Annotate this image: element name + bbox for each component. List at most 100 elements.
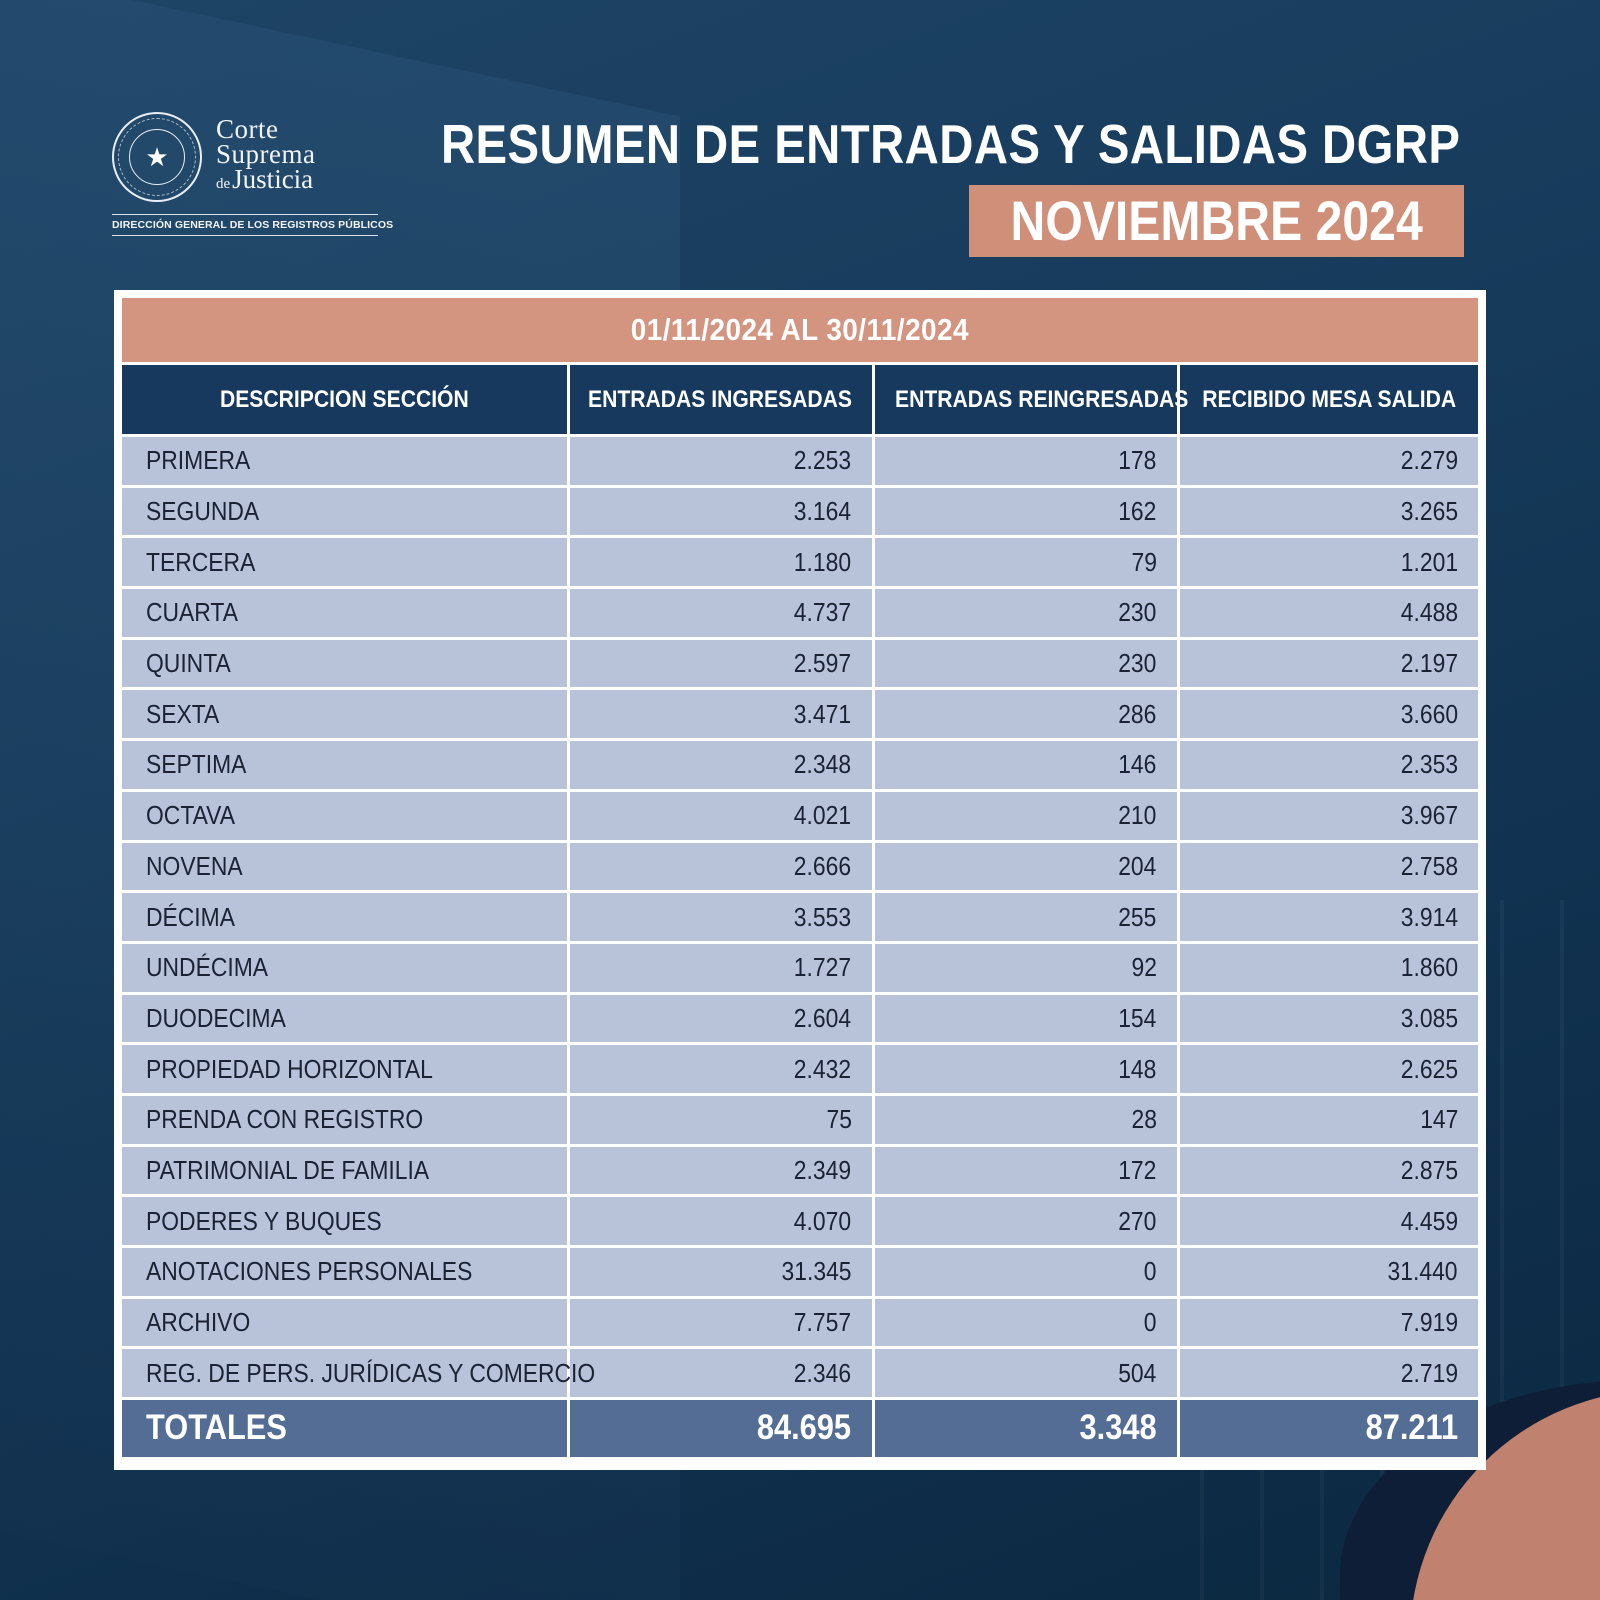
- table-header-row: DESCRIPCION SECCIÓN ENTRADAS INGRESADAS …: [122, 362, 1478, 436]
- cell-recibido-mesa-salida: 3.085: [1176, 991, 1478, 1044]
- cell-entradas-ingresadas: 2.349: [566, 1143, 873, 1196]
- cell-entradas-ingresadas: 2.432: [566, 1042, 873, 1095]
- month-badge: NOVIEMBRE 2024: [968, 185, 1464, 257]
- cell-entradas-ingresadas: 2.666: [566, 839, 873, 892]
- cell-entradas-ingresadas: 2.348: [566, 738, 873, 791]
- institution-logo: ★ Corte Suprema deJusticia DIRECCIÓN GEN…: [112, 112, 393, 236]
- cell-recibido-mesa-salida: 2.875: [1176, 1143, 1478, 1196]
- table-row: CUARTA 4.737 230 4.488: [122, 586, 1478, 639]
- cell-entradas-ingresadas: 7.757: [566, 1295, 873, 1348]
- cell-recibido-mesa-salida: 147: [1176, 1092, 1478, 1146]
- cell-entradas-reingresadas: 79: [871, 535, 1178, 588]
- cell-entradas-ingresadas: 3.553: [566, 890, 873, 943]
- cell-section-name: OCTAVA: [122, 788, 568, 841]
- cell-section-name: PRENDA CON REGISTRO: [122, 1092, 568, 1146]
- cell-entradas-ingresadas: 4.737: [566, 586, 873, 639]
- cell-entradas-reingresadas: 162: [871, 484, 1178, 537]
- table-row: QUINTA 2.597 230 2.197: [122, 636, 1478, 689]
- cell-entradas-reingresadas: 230: [871, 636, 1178, 689]
- cell-entradas-ingresadas: 4.070: [566, 1194, 873, 1247]
- cell-section-name: REG. DE PERS. JURÍDICAS Y COMERCIO: [122, 1346, 595, 1399]
- cell-entradas-ingresadas: 2.346: [566, 1346, 873, 1399]
- table-row: PATRIMONIAL DE FAMILIA 2.349 172 2.875: [122, 1143, 1478, 1196]
- table-row: SEXTA 3.471 286 3.660: [122, 687, 1478, 740]
- col-header-entradas-reingresadas: ENTRADAS REINGRESADAS: [871, 362, 1188, 436]
- table-row: ARCHIVO 7.757 0 7.919: [122, 1295, 1478, 1348]
- cell-section-name: PROPIEDAD HORIZONTAL: [122, 1042, 568, 1095]
- table-row: PRIMERA 2.253 178 2.279: [122, 434, 1478, 487]
- cell-entradas-ingresadas: 4.021: [566, 788, 873, 841]
- total-entradas-reingresadas: 3.348: [871, 1397, 1178, 1457]
- summary-table: DESCRIPCION SECCIÓN ENTRADAS INGRESADAS …: [122, 362, 1478, 1457]
- total-entradas-ingresadas: 84.695: [566, 1397, 873, 1457]
- cell-entradas-reingresadas: 0: [871, 1295, 1178, 1348]
- cell-entradas-ingresadas: 2.604: [566, 991, 873, 1044]
- cell-recibido-mesa-salida: 3.660: [1176, 687, 1478, 740]
- cell-entradas-reingresadas: 146: [871, 738, 1178, 791]
- cell-entradas-ingresadas: 2.597: [566, 636, 873, 689]
- cell-recibido-mesa-salida: 3.967: [1176, 788, 1478, 841]
- cell-entradas-reingresadas: 230: [871, 586, 1178, 639]
- cell-recibido-mesa-salida: 4.488: [1176, 586, 1478, 639]
- cell-entradas-reingresadas: 28: [871, 1092, 1178, 1146]
- table-row: PROPIEDAD HORIZONTAL 2.432 148 2.625: [122, 1042, 1478, 1095]
- cell-recibido-mesa-salida: 31.440: [1176, 1245, 1478, 1298]
- cell-section-name: UNDÉCIMA: [122, 940, 568, 994]
- table-row: DUODECIMA 2.604 154 3.085: [122, 991, 1478, 1044]
- logo-wordmark: Corte Suprema deJusticia: [216, 114, 316, 194]
- cell-recibido-mesa-salida: 4.459: [1176, 1194, 1478, 1247]
- table-row: UNDÉCIMA 1.727 92 1.860: [122, 940, 1478, 994]
- cell-entradas-ingresadas: 3.471: [566, 687, 873, 740]
- cell-section-name: SEGUNDA: [122, 484, 568, 537]
- cell-entradas-reingresadas: 210: [871, 788, 1178, 841]
- cell-entradas-reingresadas: 154: [871, 991, 1178, 1044]
- cell-recibido-mesa-salida: 1.860: [1176, 940, 1478, 994]
- col-header-recibido-mesa-salida: RECIBIDO MESA SALIDA: [1176, 362, 1478, 436]
- cell-entradas-ingresadas: 1.180: [566, 535, 873, 588]
- summary-table-card: 01/11/2024 AL 30/11/2024 DESCRIPCION SEC…: [114, 290, 1486, 1470]
- cell-entradas-reingresadas: 172: [871, 1143, 1178, 1196]
- cell-entradas-ingresadas: 75: [566, 1092, 873, 1146]
- col-header-entradas-ingresadas: ENTRADAS INGRESADAS: [566, 362, 873, 436]
- cell-entradas-reingresadas: 286: [871, 687, 1178, 740]
- cell-entradas-reingresadas: 270: [871, 1194, 1178, 1247]
- cell-section-name: SEPTIMA: [122, 738, 568, 791]
- table-row: SEPTIMA 2.348 146 2.353: [122, 738, 1478, 791]
- cell-recibido-mesa-salida: 7.919: [1176, 1295, 1478, 1348]
- totals-row: TOTALES 84.695 3.348 87.211: [122, 1397, 1478, 1457]
- logo-subtitle: DIRECCIÓN GENERAL DE LOS REGISTROS PÚBLI…: [112, 214, 393, 236]
- cell-entradas-reingresadas: 178: [871, 434, 1178, 487]
- total-recibido-mesa-salida: 87.211: [1176, 1397, 1478, 1457]
- cell-section-name: TERCERA: [122, 535, 568, 588]
- cell-section-name: NOVENA: [122, 839, 568, 892]
- cell-section-name: CUARTA: [122, 586, 568, 639]
- cell-entradas-reingresadas: 92: [871, 940, 1178, 994]
- cell-entradas-ingresadas: 31.345: [566, 1245, 873, 1298]
- cell-entradas-reingresadas: 504: [871, 1346, 1178, 1399]
- cell-recibido-mesa-salida: 1.201: [1176, 535, 1478, 588]
- table-row: OCTAVA 4.021 210 3.967: [122, 788, 1478, 841]
- cell-section-name: DUODECIMA: [122, 991, 568, 1044]
- cell-section-name: QUINTA: [122, 636, 568, 689]
- col-header-section: DESCRIPCION SECCIÓN: [122, 362, 568, 436]
- page-title: RESUMEN DE ENTRADAS Y SALIDAS DGRP: [440, 113, 1460, 175]
- cell-section-name: PODERES Y BUQUES: [122, 1194, 568, 1247]
- cell-entradas-reingresadas: 204: [871, 839, 1178, 892]
- totals-label: TOTALES: [122, 1397, 568, 1457]
- cell-recibido-mesa-salida: 2.353: [1176, 738, 1478, 791]
- table-row: DÉCIMA 3.553 255 3.914: [122, 890, 1478, 943]
- table-row: PODERES Y BUQUES 4.070 270 4.459: [122, 1194, 1478, 1247]
- table-row: ANOTACIONES PERSONALES 31.345 0 31.440: [122, 1245, 1478, 1298]
- cell-entradas-reingresadas: 148: [871, 1042, 1178, 1095]
- cell-recibido-mesa-salida: 2.758: [1176, 839, 1478, 892]
- table-row: TERCERA 1.180 79 1.201: [122, 535, 1478, 588]
- national-seal-icon: ★: [112, 112, 202, 202]
- table-row: SEGUNDA 3.164 162 3.265: [122, 484, 1478, 537]
- cell-section-name: PATRIMONIAL DE FAMILIA: [122, 1143, 568, 1196]
- cell-section-name: ANOTACIONES PERSONALES: [122, 1245, 568, 1298]
- cell-entradas-ingresadas: 1.727: [566, 940, 873, 994]
- cell-recibido-mesa-salida: 3.265: [1176, 484, 1478, 537]
- cell-entradas-ingresadas: 2.253: [566, 434, 873, 487]
- cell-recibido-mesa-salida: 2.625: [1176, 1042, 1478, 1095]
- cell-recibido-mesa-salida: 2.719: [1176, 1346, 1478, 1399]
